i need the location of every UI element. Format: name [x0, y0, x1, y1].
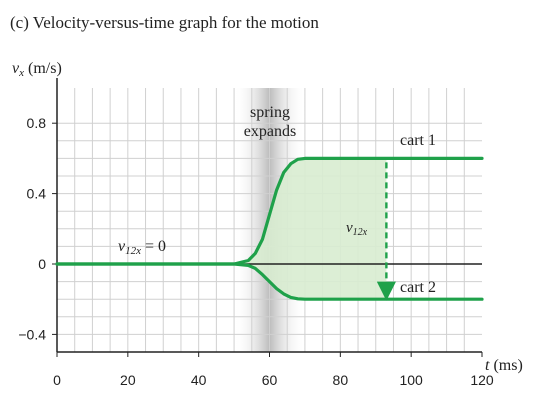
y-axis-label: vx (m/s)	[12, 60, 62, 79]
x-tick-label: 100	[399, 372, 423, 388]
band-label: spring expands	[244, 104, 296, 140]
x-tick-label: 40	[191, 372, 207, 388]
band-label-line: spring	[250, 104, 290, 121]
y-tick-label: 0	[38, 256, 46, 272]
series-line-2	[55, 262, 484, 301]
x-tick-label: 80	[333, 372, 349, 388]
x-axis-label: t (ms)	[485, 357, 523, 374]
x-tick-label: 20	[120, 372, 136, 388]
tick-labels: 0 20 40 60 80 100 120 0.8 0.4 0 −0.4	[18, 115, 494, 388]
x-tick-label: 60	[262, 372, 278, 388]
y-tick-label: −0.4	[18, 326, 46, 342]
v12x-zero-label: v12x = 0	[118, 238, 166, 257]
series-label-cart-2: cart 2	[400, 279, 436, 296]
band-label-line: expands	[244, 123, 296, 140]
series-lines	[55, 156, 484, 301]
chart-title: (c) Velocity-versus-time graph for the m…	[10, 13, 319, 32]
series-line-1	[55, 156, 484, 266]
x-tick-label: 0	[53, 372, 61, 388]
y-tick-label: 0.4	[27, 186, 47, 202]
x-tick-label: 120	[470, 372, 494, 388]
y-tick-label: 0.8	[27, 115, 47, 131]
series-label-cart-1: cart 1	[400, 132, 436, 149]
